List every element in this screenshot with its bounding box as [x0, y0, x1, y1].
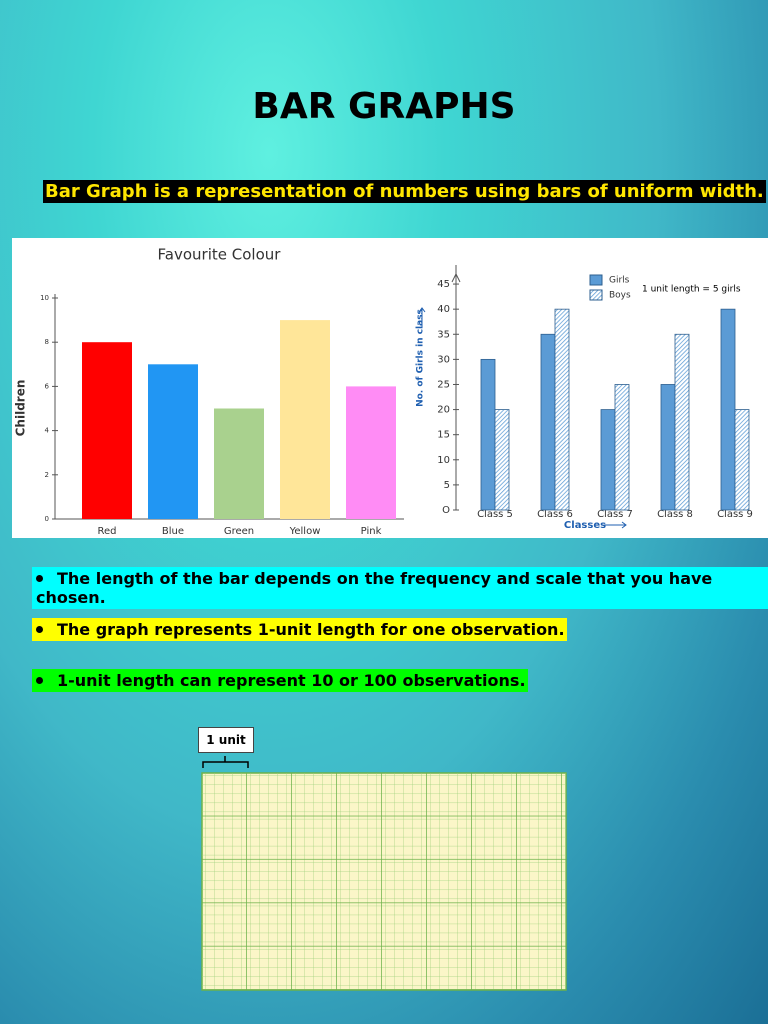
bar	[540, 333, 556, 511]
y-tick-label: 0	[45, 515, 49, 523]
y-tick-label: O	[442, 505, 450, 516]
legend-swatch	[589, 289, 603, 301]
chart: 0 2 4 6 8 10 Favourite Colour Children Red Blue Gr…	[12, 238, 412, 538]
y-tick-label: 8	[45, 338, 49, 346]
legend-swatch	[589, 274, 603, 286]
bar	[614, 384, 630, 511]
x-tick-label: Green	[224, 526, 254, 537]
y-tick-label: 20	[437, 405, 450, 416]
bar	[280, 320, 330, 519]
y-axis-label: Children	[14, 380, 28, 437]
y-tick-label: 6	[45, 382, 50, 390]
intro: Bar Graph is a representation of numbers…	[43, 180, 766, 203]
bar	[494, 409, 510, 511]
x-tick-label: Red	[98, 526, 117, 537]
y-tick-label: 40	[437, 304, 450, 315]
chart-title: Favourite Colour	[158, 246, 282, 264]
unit-label: 1 unit	[198, 727, 254, 753]
chart: O 5 10 15 20 25 30 35 40 45 No. of Girls in class C…	[412, 238, 768, 538]
title: BAR GRAPHS	[252, 86, 516, 127]
y-tick-label: 25	[437, 379, 450, 390]
x-axis-label: Classes	[564, 520, 606, 531]
y-tick-label: 5	[444, 480, 450, 491]
y-tick-label: 4	[45, 427, 50, 435]
y-tick-label: 45	[437, 279, 450, 290]
x-tick-label: Yellow	[289, 526, 321, 537]
bar	[214, 408, 264, 519]
bar	[734, 409, 750, 511]
graph-paper	[201, 756, 567, 991]
annotation: 1 unit length = 5 girls	[642, 285, 741, 295]
y-tick-label: 35	[437, 329, 450, 340]
y-axis-label: No. of Girls in class	[416, 309, 426, 407]
x-tick-label: Class 6	[537, 509, 573, 520]
bar	[720, 308, 736, 511]
x-tick-label: Class 8	[657, 509, 693, 520]
bullet-text: The graph represents 1-unit length for o…	[57, 620, 565, 639]
y-tick-label: 2	[45, 471, 49, 479]
legend-label: Girls	[609, 276, 630, 286]
x-tick-label: Blue	[162, 526, 184, 537]
axis-arrow	[451, 272, 461, 283]
bullet: The length of the bar depends on the fre…	[32, 567, 768, 609]
bar	[554, 308, 570, 511]
bullet-text: 1-unit length can represent 10 or 100 ob…	[57, 671, 526, 690]
y-tick-label: 10	[40, 294, 49, 302]
x-tick-label: Class 9	[717, 509, 753, 520]
bar	[346, 386, 396, 519]
y-tick-label: 30	[437, 354, 450, 365]
bullet-text: The length of the bar depends on the fre…	[36, 569, 713, 607]
x-tick-label: Class 7	[597, 509, 633, 520]
bar	[148, 364, 198, 519]
x-tick-label: Pink	[361, 526, 382, 537]
bullet: The graph represents 1-unit length for o…	[32, 618, 567, 641]
bar	[600, 409, 616, 511]
bar	[674, 333, 690, 511]
legend-label: Boys	[609, 291, 631, 301]
y-tick-label: 15	[437, 430, 450, 441]
x-tick-label: Class 5	[477, 509, 513, 520]
label-arrow	[418, 307, 627, 529]
bar	[660, 384, 676, 511]
bullet: 1-unit length can represent 10 or 100 ob…	[32, 669, 528, 692]
y-tick-label: 10	[437, 455, 450, 466]
bar	[82, 342, 132, 519]
bar	[480, 358, 496, 511]
